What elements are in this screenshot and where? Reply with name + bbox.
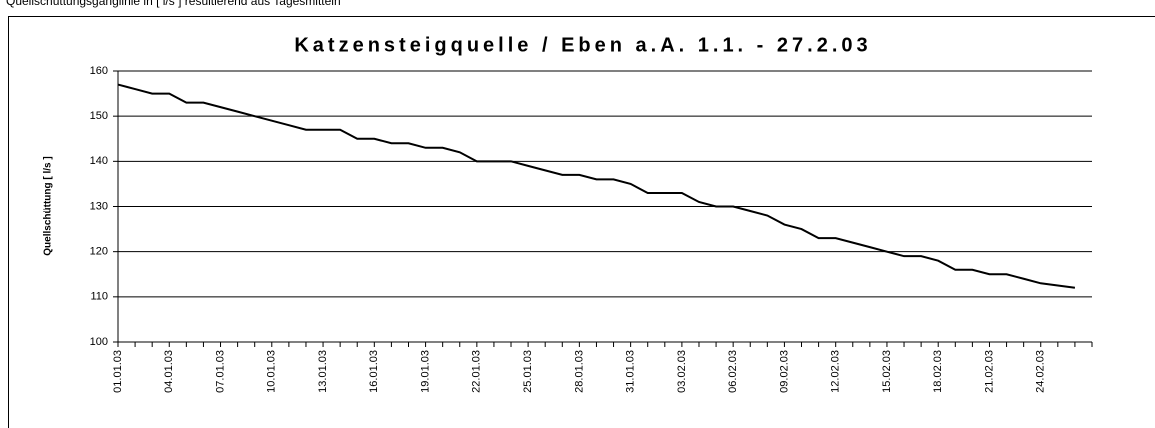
y-tick-label: 120 xyxy=(90,246,108,258)
y-tick-label: 130 xyxy=(90,200,108,212)
x-tick-label: 16.01.03 xyxy=(368,350,380,393)
x-tick-label: 03.02.03 xyxy=(676,350,688,393)
x-tick-label: 12.02.03 xyxy=(830,350,842,393)
x-tick-label: 25.01.03 xyxy=(522,350,534,393)
x-tick-label: 31.01.03 xyxy=(625,350,637,393)
x-tick-label: 22.01.03 xyxy=(471,350,483,393)
x-tick-label: 07.01.03 xyxy=(214,350,226,393)
x-tick-label: 09.02.03 xyxy=(778,350,790,393)
data-line xyxy=(117,83,1076,289)
x-tick-label: 13.01.03 xyxy=(317,350,329,393)
x-tick-label: 04.01.03 xyxy=(163,350,175,393)
chart-frame xyxy=(8,16,1155,428)
x-tick-label: 24.02.03 xyxy=(1035,350,1047,393)
y-tick-label: 160 xyxy=(90,65,108,77)
y-tick-label: 100 xyxy=(90,336,108,348)
chart-title: Katzensteigquelle / Eben a.A. 1.1. - 27.… xyxy=(294,34,871,56)
y-tick-label: 150 xyxy=(90,110,108,122)
x-tick-label: 19.01.03 xyxy=(419,350,431,393)
y-tick-label: 110 xyxy=(90,291,108,303)
x-tick-label: 21.02.03 xyxy=(983,350,995,393)
x-tick-label: 28.01.03 xyxy=(573,350,585,393)
x-tick-label: 10.01.03 xyxy=(266,350,278,393)
header-text: Quellschüttungsganglinie in [ l/s ] resu… xyxy=(6,0,341,8)
x-tick-label: 01.01.03 xyxy=(112,350,124,393)
x-tick-label: 18.02.03 xyxy=(932,350,944,393)
y-axis-label: Quellschüttung [ l/s ] xyxy=(43,156,54,255)
y-tick-label: 140 xyxy=(90,155,108,167)
x-tick-label: 06.02.03 xyxy=(727,350,739,393)
x-tick-label: 15.02.03 xyxy=(881,350,893,393)
